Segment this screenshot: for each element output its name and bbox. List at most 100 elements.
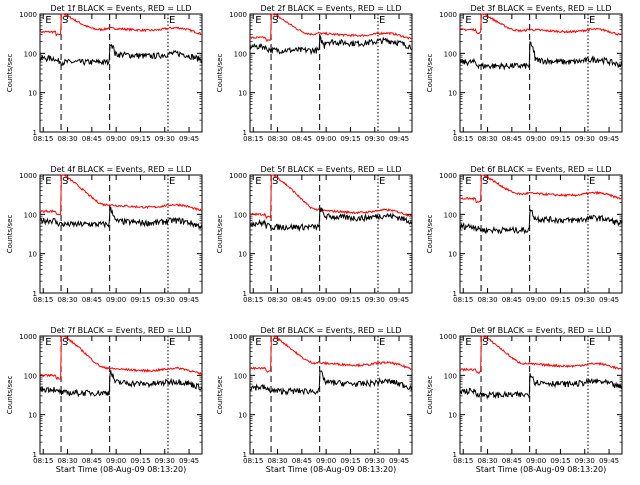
marker-label-s: S (272, 15, 278, 26)
x-tick-label: 08:30 (477, 135, 497, 143)
y-axis-label: Counts/sec (426, 54, 434, 93)
y-axis-label: Counts/sec (426, 376, 434, 415)
marker-label-e: E (589, 176, 595, 187)
series-line-lld (250, 13, 413, 43)
plot-frame (459, 174, 623, 294)
marker-label-s: S (272, 176, 278, 187)
x-tick-label: 09:45 (389, 135, 409, 143)
y-tick-label: 100 (444, 211, 457, 219)
chart-panel-8: Det 8f BLACK = Events, RED = LLD Counts/s… (216, 326, 413, 474)
plot-frame (39, 13, 203, 133)
y-tick-label: 1000 (19, 11, 37, 19)
x-tick-label: 09:15 (550, 296, 570, 304)
y-tick-label: 10 (448, 412, 457, 420)
x-tick-label: 08:15 (453, 296, 473, 304)
y-tick-label: 10 (28, 90, 37, 98)
x-tick-label: 08:15 (243, 457, 263, 465)
x-tick-label: 09:30 (575, 457, 595, 465)
marker-label-s: S (62, 337, 68, 348)
y-tick-label: 100 (24, 211, 37, 219)
y-tick-label: 1 (33, 290, 37, 298)
x-tick-label: 08:30 (477, 296, 497, 304)
plot-frame (39, 174, 203, 294)
series-line-lld (459, 335, 623, 374)
series-line-lld (39, 13, 202, 37)
x-tick-label: 09:15 (130, 296, 150, 304)
x-tick-label: 09:30 (155, 457, 175, 465)
plot-frame (249, 335, 413, 455)
marker-label-e: E (255, 15, 261, 26)
y-tick-label: 1 (243, 290, 247, 298)
x-tick-label: 09:00 (526, 457, 546, 465)
plot-frame (459, 335, 623, 455)
chart-panel-4: Det 4f BLACK = Events, RED = LLD Counts/s… (6, 165, 203, 304)
x-tick-label: 08:15 (453, 135, 473, 143)
chart-panel-9: Det 9f BLACK = Events, RED = LLD Counts/s… (426, 326, 623, 474)
x-tick-label: 08:30 (267, 135, 287, 143)
plot-frame (249, 174, 413, 294)
x-tick-label: 09:30 (155, 296, 175, 304)
marker-label-e: E (255, 337, 261, 348)
y-tick-label: 10 (28, 412, 37, 420)
chart-title: Det 2f BLACK = Events, RED = LLD (260, 4, 401, 13)
x-tick-label: 09:30 (365, 457, 385, 465)
chart-panel-6: Det 6f BLACK = Events, RED = LLD Counts/s… (426, 165, 623, 304)
marker-label-e: E (465, 176, 471, 187)
x-axis-label: Start Time (08-Aug-09 08:13:20) (56, 465, 187, 474)
marker-label-e: E (169, 337, 175, 348)
x-tick-label: 08:30 (267, 296, 287, 304)
y-tick-label: 1 (33, 129, 37, 137)
y-tick-label: 1000 (439, 333, 457, 341)
y-axis-label: Counts/sec (6, 215, 14, 254)
y-tick-label: 1000 (439, 11, 457, 19)
y-tick-label: 10 (238, 412, 247, 420)
plot-frame (39, 335, 203, 455)
y-tick-label: 1 (243, 129, 247, 137)
x-tick-label: 08:15 (33, 296, 53, 304)
x-tick-label: 09:15 (130, 135, 150, 143)
x-tick-label: 09:15 (340, 135, 360, 143)
y-tick-label: 10 (448, 251, 457, 259)
y-tick-label: 1 (33, 451, 37, 459)
x-tick-label: 08:45 (502, 296, 522, 304)
y-tick-label: 10 (28, 251, 37, 259)
x-tick-label: 09:00 (526, 135, 546, 143)
marker-label-e: E (255, 176, 261, 187)
marker-label-s: S (62, 176, 68, 187)
series-line-events (249, 370, 412, 396)
marker-label-s: S (482, 15, 488, 26)
x-tick-label: 09:15 (550, 135, 570, 143)
x-tick-label: 09:45 (179, 135, 199, 143)
x-tick-label: 09:15 (130, 457, 150, 465)
x-tick-label: 09:00 (106, 296, 126, 304)
x-tick-label: 08:15 (243, 296, 263, 304)
y-tick-label: 1000 (19, 333, 37, 341)
y-tick-label: 1 (453, 451, 457, 459)
marker-label-e: E (379, 176, 385, 187)
series-line-lld (39, 174, 203, 216)
marker-label-e: E (169, 15, 175, 26)
series-line-lld (249, 335, 413, 373)
y-tick-label: 1000 (229, 172, 247, 180)
series-line-lld (459, 13, 623, 36)
x-tick-label: 09:15 (340, 296, 360, 304)
marker-label-e: E (589, 15, 595, 26)
marker-label-s: S (482, 176, 488, 187)
x-tick-label: 08:30 (477, 457, 497, 465)
y-axis-label: Counts/sec (426, 215, 434, 254)
y-tick-label: 1 (453, 129, 457, 137)
x-tick-label: 09:45 (179, 296, 199, 304)
series-line-lld (459, 174, 623, 204)
y-tick-label: 1000 (229, 11, 247, 19)
y-tick-label: 1000 (19, 172, 37, 180)
chart-title: Det 6f BLACK = Events, RED = LLD (470, 165, 611, 174)
marker-label-s: S (62, 15, 68, 26)
x-tick-label: 08:45 (82, 457, 102, 465)
y-tick-label: 100 (24, 50, 37, 58)
chart-title: Det 3f BLACK = Events, RED = LLD (470, 4, 611, 13)
y-tick-label: 1 (453, 290, 457, 298)
chart-title: Det 1f BLACK = Events, RED = LLD (50, 4, 191, 13)
x-tick-label: 08:15 (453, 457, 473, 465)
marker-label-e: E (379, 15, 385, 26)
